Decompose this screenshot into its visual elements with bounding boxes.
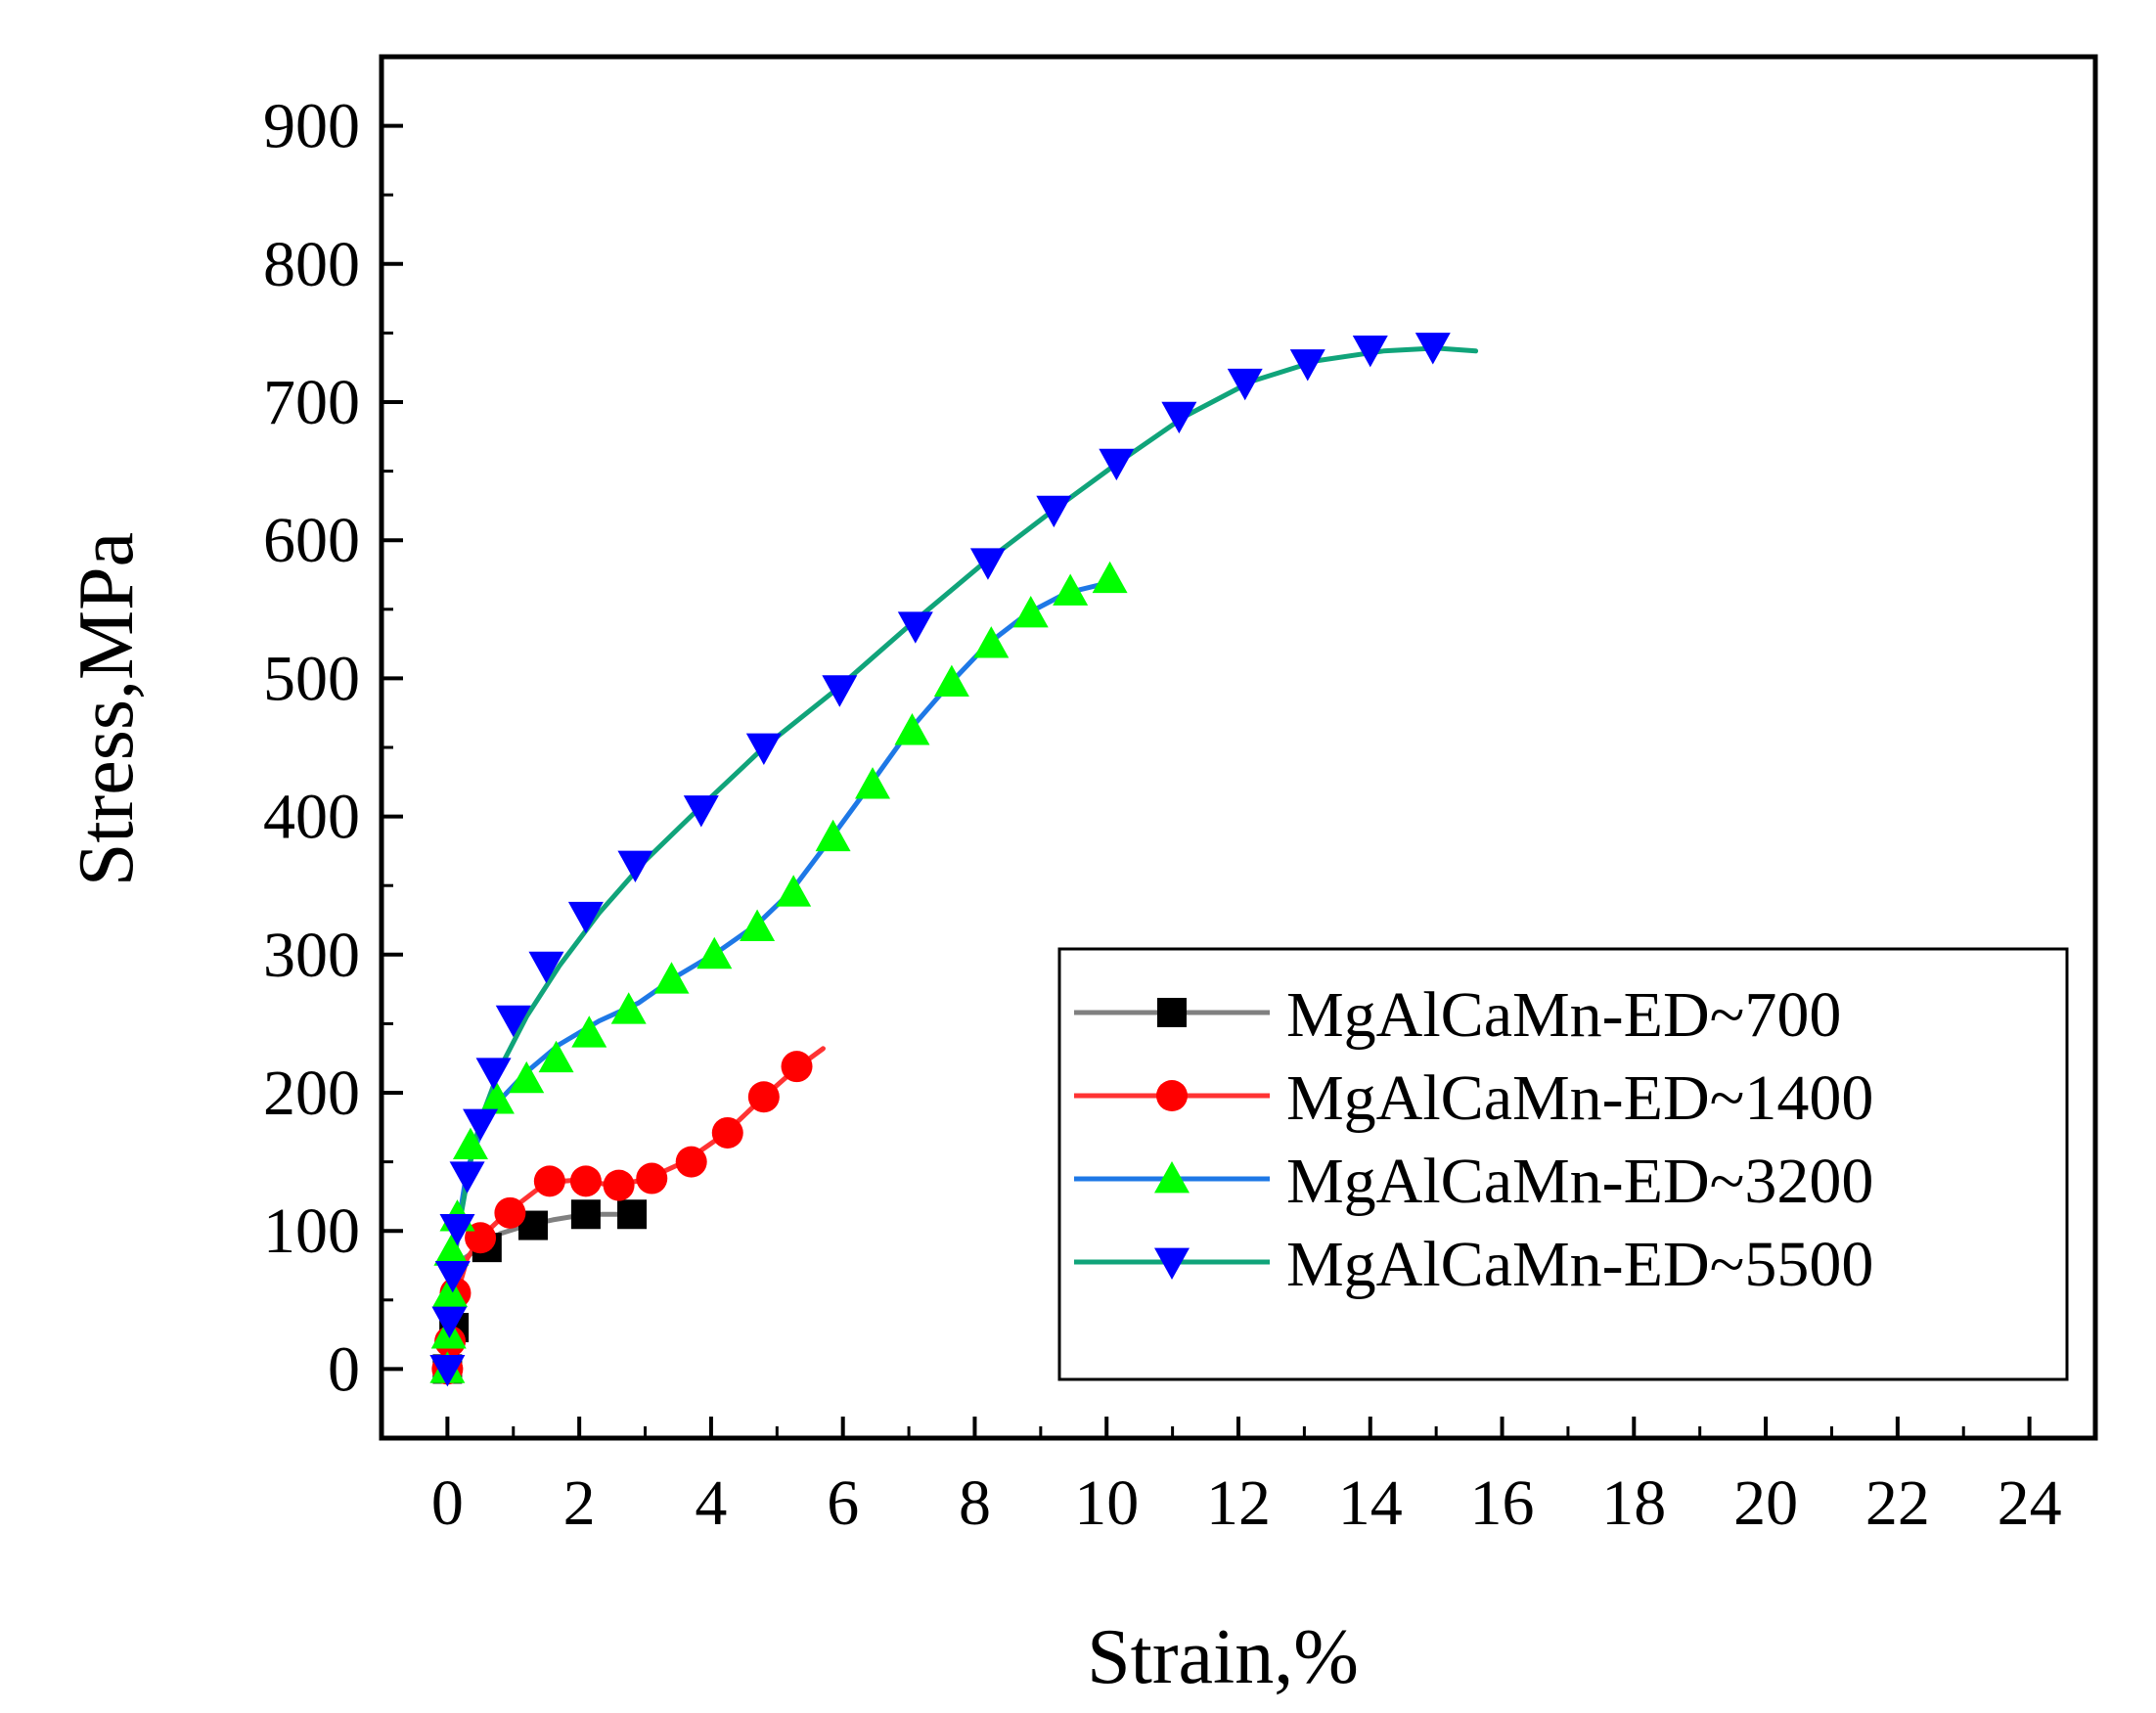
y-tick-label: 700 bbox=[263, 367, 360, 438]
data-point-series-2 bbox=[494, 1196, 526, 1229]
data-point-series-3 bbox=[696, 936, 733, 969]
x-tick-label: 8 bbox=[959, 1467, 991, 1539]
data-point-series-4 bbox=[1289, 349, 1325, 382]
data-point-series-4 bbox=[969, 548, 1006, 580]
legend-label-1: MgAlCaMn-ED~700 bbox=[1286, 979, 1841, 1051]
data-point-series-4 bbox=[745, 733, 782, 765]
data-point-series-4 bbox=[431, 1306, 468, 1338]
x-axis-title: Strain,% bbox=[1087, 1614, 1359, 1700]
data-point-series-3 bbox=[894, 713, 930, 745]
legend-marker-2 bbox=[1156, 1080, 1188, 1111]
data-point-series-4 bbox=[434, 1260, 471, 1293]
legend-marker-4 bbox=[1154, 1247, 1190, 1280]
data-point-series-4 bbox=[1227, 368, 1263, 401]
data-point-series-2 bbox=[711, 1116, 743, 1149]
data-point-series-4 bbox=[495, 1005, 531, 1038]
legend: MgAlCaMn-ED~700 MgAlCaMn-ED~1400 MgAlCaMn-… bbox=[1057, 947, 2069, 1381]
legend-label-3: MgAlCaMn-ED~3200 bbox=[1286, 1146, 1873, 1217]
data-point-series-4 bbox=[1352, 335, 1388, 368]
data-point-series-4 bbox=[429, 1355, 466, 1387]
data-point-series-4 bbox=[1415, 333, 1451, 365]
data-point-series-3 bbox=[509, 1060, 545, 1094]
y-tick-label: 500 bbox=[263, 643, 360, 714]
data-point-series-3 bbox=[432, 1275, 469, 1308]
data-point-series-2 bbox=[569, 1165, 602, 1197]
data-point-series-4 bbox=[439, 1213, 475, 1246]
data-point-series-3 bbox=[973, 626, 1010, 658]
data-point-series-3 bbox=[1092, 561, 1128, 594]
data-point-series-3 bbox=[452, 1127, 488, 1160]
x-tick-label: 6 bbox=[827, 1467, 859, 1539]
data-point-series-3 bbox=[653, 962, 690, 994]
y-axis-ticks: 0 100 200 300 400 500 600 700 800 900 bbox=[263, 91, 403, 1405]
data-point-series-4 bbox=[683, 795, 719, 828]
data-point-series-3 bbox=[538, 1040, 574, 1073]
legend-marker-3 bbox=[1154, 1161, 1190, 1194]
x-axis-ticks: 0 2 4 6 8 10 12 14 16 18 20 22 24 bbox=[431, 1417, 2062, 1539]
x-tick-label: 10 bbox=[1074, 1467, 1139, 1539]
y-tick-label: 800 bbox=[263, 229, 360, 300]
data-point-series-3 bbox=[1053, 573, 1089, 606]
data-point-series-3 bbox=[776, 875, 812, 907]
data-point-series-2 bbox=[636, 1162, 668, 1195]
x-tick-label: 24 bbox=[1998, 1467, 2062, 1539]
y-tick-label: 900 bbox=[263, 91, 360, 162]
data-point-series-4 bbox=[528, 951, 564, 984]
y-tick-label: 300 bbox=[263, 920, 360, 991]
data-point-series-3 bbox=[610, 992, 647, 1024]
data-point-series-1 bbox=[570, 1199, 601, 1230]
data-point-series-3 bbox=[933, 664, 969, 698]
x-tick-label: 14 bbox=[1338, 1467, 1403, 1539]
y-tick-label: 600 bbox=[263, 505, 360, 576]
legend-label-2: MgAlCaMn-ED~1400 bbox=[1286, 1062, 1873, 1134]
series-markers bbox=[429, 333, 1451, 1387]
data-point-series-3 bbox=[433, 1234, 470, 1266]
x-tick-label: 2 bbox=[563, 1467, 596, 1539]
x-tick-label: 20 bbox=[1733, 1467, 1798, 1539]
data-point-series-4 bbox=[897, 611, 933, 644]
data-point-series-4 bbox=[449, 1161, 485, 1194]
data-point-series-4 bbox=[822, 675, 858, 707]
x-tick-label: 22 bbox=[1865, 1467, 1930, 1539]
data-point-series-4 bbox=[567, 901, 604, 934]
data-point-series-2 bbox=[533, 1165, 565, 1197]
data-point-series-4 bbox=[1036, 495, 1072, 528]
y-axis-title: Stress,MPa bbox=[64, 532, 150, 886]
data-point-series-2 bbox=[675, 1146, 707, 1178]
x-tick-label: 18 bbox=[1601, 1467, 1666, 1539]
x-tick-label: 0 bbox=[431, 1467, 464, 1539]
legend-box bbox=[1057, 947, 2069, 1381]
data-point-series-4 bbox=[617, 850, 653, 883]
data-point-series-2 bbox=[747, 1081, 780, 1113]
data-point-series-2 bbox=[603, 1169, 635, 1201]
y-tick-label: 200 bbox=[263, 1058, 360, 1129]
data-point-series-3 bbox=[571, 1015, 607, 1048]
data-point-series-4 bbox=[463, 1108, 499, 1142]
data-point-series-4 bbox=[475, 1058, 512, 1090]
data-point-series-3 bbox=[740, 909, 776, 941]
legend-label-4: MgAlCaMn-ED~5500 bbox=[1286, 1229, 1873, 1300]
data-point-series-1 bbox=[617, 1199, 648, 1230]
data-point-series-4 bbox=[1161, 401, 1197, 434]
data-point-series-3 bbox=[855, 767, 891, 799]
data-point-series-4 bbox=[1099, 448, 1135, 481]
x-tick-label: 4 bbox=[695, 1467, 727, 1539]
y-tick-label: 100 bbox=[263, 1195, 360, 1267]
data-point-series-3 bbox=[815, 819, 851, 852]
data-point-series-3 bbox=[478, 1082, 515, 1114]
x-tick-label: 16 bbox=[1470, 1467, 1535, 1539]
x-tick-label: 12 bbox=[1206, 1467, 1271, 1539]
data-point-series-2 bbox=[781, 1051, 813, 1083]
y-tick-label: 400 bbox=[263, 782, 360, 853]
legend-marker-1 bbox=[1157, 998, 1187, 1027]
y-tick-label: 0 bbox=[328, 1333, 360, 1405]
data-point-series-3 bbox=[1012, 596, 1049, 628]
